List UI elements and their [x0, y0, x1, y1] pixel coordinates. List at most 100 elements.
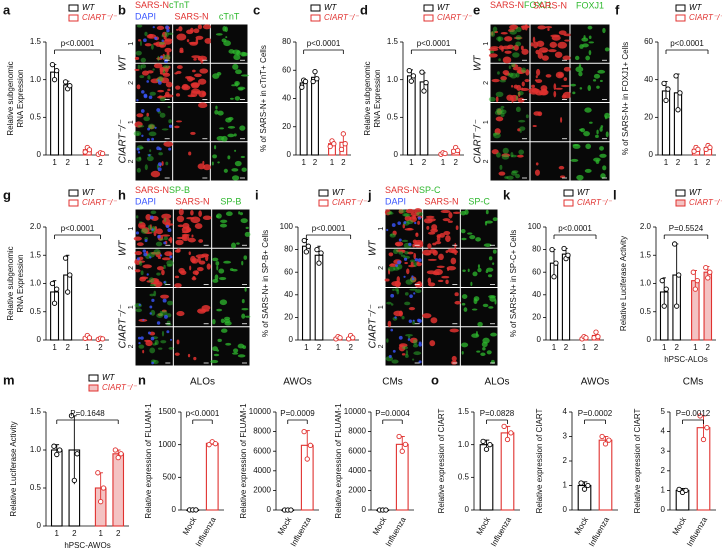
stain — [144, 164, 148, 171]
stain — [427, 277, 432, 284]
stain — [477, 321, 483, 327]
stain — [499, 79, 507, 83]
data-point — [661, 80, 667, 87]
stain — [547, 28, 550, 31]
micrograph — [385, 287, 423, 327]
data-point — [421, 88, 427, 94]
data-point — [585, 482, 591, 489]
stain — [587, 85, 592, 91]
data-point — [406, 67, 412, 74]
stain — [139, 276, 149, 280]
stain — [492, 262, 495, 266]
stain — [390, 293, 395, 298]
stain — [393, 310, 403, 317]
stain — [539, 89, 549, 96]
stain — [511, 63, 516, 68]
panel-label: b — [118, 2, 126, 17]
legend-swatch — [563, 199, 574, 207]
stain — [490, 30, 496, 37]
y-tick-label: 2 — [563, 456, 568, 465]
merge-label: SARS-NSP-B — [135, 185, 190, 195]
p-value: P=0.1648 — [70, 409, 105, 418]
micrograph — [212, 209, 251, 249]
stain — [222, 26, 227, 32]
stain — [559, 175, 566, 178]
stain — [388, 263, 397, 268]
stain — [551, 35, 561, 41]
data-point — [327, 143, 333, 150]
y-axis-label: Relative expression of CIART — [535, 409, 544, 514]
stain — [597, 69, 606, 74]
stain — [437, 279, 444, 283]
data-point — [402, 441, 409, 447]
stain — [477, 264, 481, 269]
y-axis-label: % of SARS-N+ in FOXJ1+ Cells — [621, 42, 630, 155]
row-label: 2 — [128, 159, 135, 163]
legend-label: CIART⁻/⁻ — [324, 13, 359, 22]
y-tick-label: 2.0 — [30, 222, 42, 231]
stain — [460, 228, 466, 234]
data-point — [56, 447, 63, 453]
x-tick-label: 2 — [313, 158, 318, 167]
stain — [233, 133, 237, 137]
stain — [161, 257, 171, 261]
y-tick-label: 1.5 — [640, 250, 652, 259]
stain — [413, 262, 418, 267]
stain — [150, 309, 156, 316]
y-tick-label: 80 — [282, 37, 291, 46]
stain — [165, 25, 169, 30]
stain — [406, 219, 414, 225]
row-label: 2 — [128, 266, 135, 270]
legend-label: WT — [102, 373, 116, 382]
y-tick-label: 4 — [661, 427, 666, 436]
y-tick-label: 4 — [563, 407, 568, 416]
y-tick-label: 4000 — [348, 466, 366, 475]
stain — [237, 354, 246, 358]
stain — [157, 55, 160, 62]
y-tick-label: 0.5 — [30, 307, 42, 316]
stain — [498, 58, 501, 62]
x-tick-label: 1 — [662, 343, 667, 352]
stain — [238, 211, 241, 215]
stain — [141, 70, 149, 76]
x-tick-label: 2 — [98, 343, 103, 352]
p-value: p<0.0001 — [307, 39, 341, 48]
stain — [467, 232, 473, 235]
stain — [461, 294, 468, 299]
stain — [441, 275, 450, 279]
stain — [413, 241, 424, 248]
row-label: 1 — [128, 120, 135, 124]
stain — [163, 264, 166, 270]
stain — [521, 25, 526, 31]
stain — [225, 342, 232, 346]
stain — [575, 66, 584, 73]
stain — [461, 302, 466, 306]
data-point — [665, 86, 671, 92]
stain — [449, 328, 459, 333]
legend-swatch — [423, 14, 434, 22]
data-point — [697, 413, 703, 419]
stain — [482, 303, 489, 308]
stain — [519, 130, 522, 133]
stain — [188, 41, 199, 45]
stain — [426, 225, 430, 230]
stain — [588, 121, 593, 124]
stain — [215, 33, 223, 36]
stain — [134, 269, 141, 273]
y-tick-label: 6000 — [348, 446, 366, 455]
stain — [605, 131, 609, 138]
p-value: p<0.0001 — [61, 224, 95, 233]
data-point — [99, 336, 106, 342]
legend-swatch — [68, 199, 79, 207]
stain — [135, 308, 143, 313]
stain — [407, 336, 411, 339]
legend-label: CIART⁻/⁻ — [437, 13, 472, 22]
stain — [157, 234, 161, 239]
stain — [408, 242, 412, 247]
micrograph — [173, 208, 212, 248]
group-label: WT — [118, 240, 129, 256]
stain — [535, 162, 539, 166]
stain — [409, 259, 416, 263]
stain — [174, 249, 181, 253]
legend-swatch — [318, 189, 329, 197]
